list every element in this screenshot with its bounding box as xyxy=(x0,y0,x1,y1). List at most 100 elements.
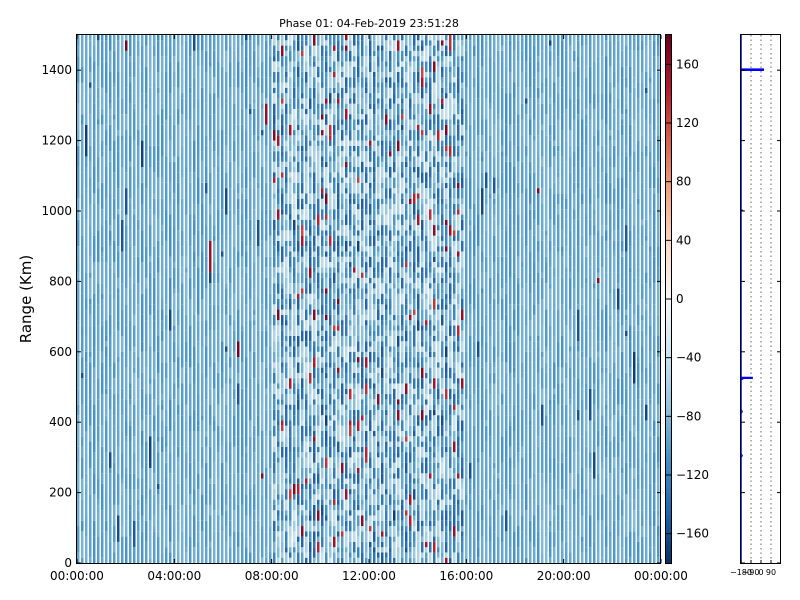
heatmap-cell xyxy=(349,193,352,199)
heatmap-cell xyxy=(421,56,424,62)
heatmap-cell xyxy=(357,198,360,204)
heatmap-cell xyxy=(169,473,172,505)
heatmap-cell xyxy=(225,404,228,416)
heatmap-cell xyxy=(317,66,320,72)
heatmap-cell xyxy=(97,325,100,352)
heatmap-cell xyxy=(317,272,320,284)
heatmap-cell xyxy=(197,98,200,120)
heatmap-cell xyxy=(297,483,300,495)
heatmap-cell xyxy=(377,404,380,410)
heatmap-cell xyxy=(501,151,504,157)
heatmap-cell xyxy=(277,188,280,194)
heatmap-cell xyxy=(313,135,316,141)
heatmap-cell xyxy=(449,225,452,236)
heatmap-cell xyxy=(465,145,468,152)
heatmap-cell xyxy=(257,219,260,247)
heatmap-cell xyxy=(281,378,284,389)
heatmap-cell xyxy=(141,431,144,447)
heatmap-cell xyxy=(233,494,236,511)
heatmap-cell xyxy=(421,536,424,542)
heatmap-cell xyxy=(225,35,228,51)
heatmap-cell xyxy=(289,161,292,173)
heatmap-cell xyxy=(273,436,276,447)
heatmap-cell xyxy=(441,299,444,310)
heatmap-cell xyxy=(177,346,180,358)
heatmap-cell xyxy=(385,188,388,199)
heatmap-cell xyxy=(497,510,500,537)
heatmap-cell xyxy=(197,520,200,532)
heatmap-cell xyxy=(389,145,392,152)
heatmap-cell xyxy=(329,504,332,511)
heatmap-cell xyxy=(173,156,176,162)
heatmap-cell xyxy=(165,547,168,563)
heatmap-cell xyxy=(341,108,344,120)
heatmap-cell xyxy=(353,531,356,542)
heatmap-cell xyxy=(453,431,456,442)
heatmap-cell xyxy=(333,50,336,62)
heatmap-cell xyxy=(297,325,300,336)
heatmap-cell xyxy=(177,172,180,183)
heatmap-cell xyxy=(377,394,380,405)
heatmap-cell xyxy=(373,77,376,88)
heatmap-cell xyxy=(501,320,504,352)
heatmap-cell xyxy=(433,541,436,553)
heatmap-cell xyxy=(253,452,256,484)
heatmap-cell xyxy=(389,346,392,352)
heatmap-cell xyxy=(125,262,128,289)
heatmap-cell xyxy=(305,172,308,183)
heatmap-cell xyxy=(165,93,168,120)
heatmap-cell xyxy=(325,547,328,553)
heatmap-cell xyxy=(181,246,184,257)
heatmap-cell xyxy=(133,182,136,210)
heatmap-cell xyxy=(81,325,84,336)
heatmap-cell xyxy=(401,462,404,468)
heatmap-cell xyxy=(89,425,92,442)
heatmap-cell xyxy=(101,124,104,141)
heatmap-cell xyxy=(445,504,448,511)
heatmap-cell xyxy=(409,77,412,83)
heatmap-cell xyxy=(149,531,152,558)
heatmap-cell xyxy=(345,40,348,46)
heatmap-cell xyxy=(281,372,284,379)
heatmap-cell xyxy=(293,71,296,83)
heatmap-cell xyxy=(301,198,304,204)
heatmap-cell xyxy=(113,394,116,416)
heatmap-cell xyxy=(345,272,348,278)
heatmap-cell xyxy=(389,283,392,289)
heatmap-cell xyxy=(465,314,468,326)
heatmap-cell xyxy=(313,452,316,463)
heatmap-cell xyxy=(337,520,340,532)
heatmap-cell xyxy=(313,246,316,252)
heatmap-cell xyxy=(285,346,288,352)
heatmap-cell xyxy=(337,399,340,410)
heatmap-cell xyxy=(285,520,288,532)
heatmap-cell xyxy=(485,40,488,72)
heatmap-cell xyxy=(349,35,352,41)
heatmap-cell xyxy=(153,378,156,400)
heatmap-cell xyxy=(209,240,212,273)
heatmap-cell xyxy=(205,167,208,183)
heatmap-cell xyxy=(377,45,380,51)
heatmap-cell xyxy=(481,520,484,537)
heatmap-cell xyxy=(441,409,444,416)
heatmap-cell xyxy=(357,167,360,178)
heatmap-cell xyxy=(205,504,208,516)
heatmap-cell xyxy=(429,198,432,210)
heatmap-cell xyxy=(101,293,104,299)
heatmap-cell xyxy=(205,494,208,505)
heatmap-cell xyxy=(333,87,336,94)
heatmap-cell xyxy=(325,304,328,315)
heatmap-cell xyxy=(441,425,444,437)
heatmap-cell xyxy=(249,230,252,241)
heatmap-cell xyxy=(349,515,352,521)
heatmap-cell xyxy=(433,277,436,284)
heatmap-cell xyxy=(397,98,400,104)
heatmap-cell xyxy=(357,240,360,252)
heatmap-cell xyxy=(121,283,124,310)
heatmap-cell xyxy=(333,526,336,537)
heatmap-cell xyxy=(313,182,316,194)
heatmap-cell xyxy=(441,93,444,99)
heatmap-cell xyxy=(221,314,224,342)
heatmap-cell xyxy=(385,441,388,453)
heatmap-cell xyxy=(333,330,336,336)
